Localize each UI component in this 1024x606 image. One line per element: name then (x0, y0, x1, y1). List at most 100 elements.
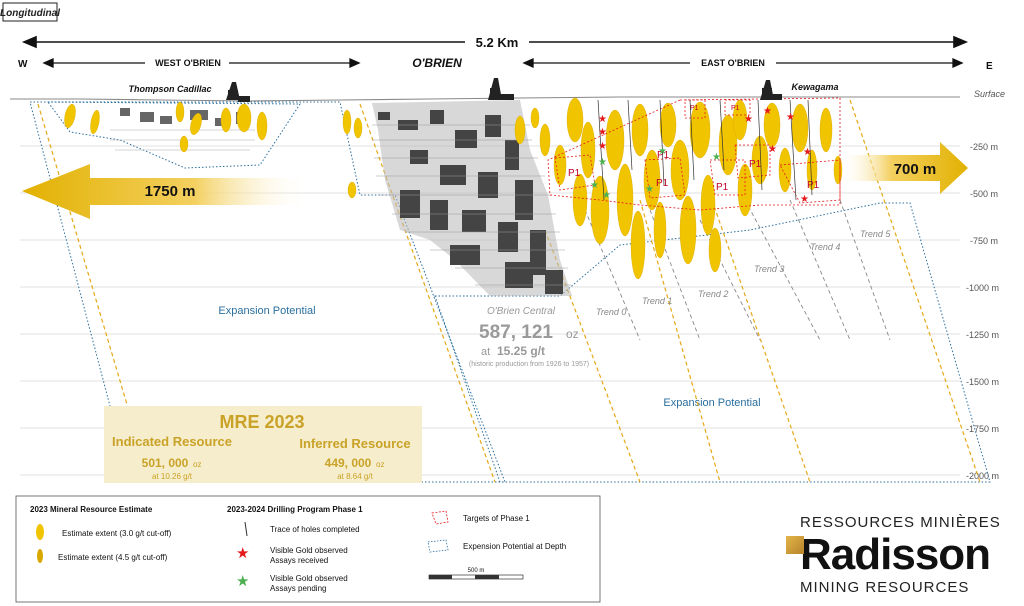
legend-scalebar-label: 500 m (468, 568, 485, 574)
mine-kewagama: Kewagama (791, 82, 838, 92)
trend-label: Trend 0 (596, 307, 626, 317)
depth-label: -2000 m (966, 471, 999, 481)
obrien-central-ounces: 587, 121 (479, 322, 553, 343)
svg-text:★: ★ (768, 144, 777, 155)
legend-red-star: ★ (236, 544, 249, 562)
surface-label: Surface (974, 89, 1005, 99)
target-label: P1 (568, 168, 581, 179)
visible-gold-received-stars: ★ ★ ★ ★ ★ ★ ★ ★ ★ (598, 106, 812, 205)
svg-text:★: ★ (598, 127, 607, 138)
legend-item-4g: Estimate extent (4.5 g/t cut-off) (58, 553, 168, 562)
target-label: P1 (731, 105, 740, 112)
legend-green-star: ★ (236, 572, 249, 590)
svg-text:★: ★ (658, 146, 667, 157)
depth-label: -750 m (970, 236, 998, 246)
brand-name: Radisson (800, 530, 991, 579)
depth-label: -1500 m (966, 377, 999, 387)
title-label: Longitudinal (0, 8, 60, 19)
svg-text:★: ★ (645, 184, 654, 195)
legend-vg-received-1: Visible Gold observed (270, 546, 348, 555)
depth-label: -500 m (970, 189, 998, 199)
visible-gold-pending-stars: ★★★ ★★★ (590, 146, 721, 201)
depth-label: -1000 m (966, 283, 999, 293)
gold-ore-bodies (64, 97, 843, 280)
expansion-potential-outlines (29, 101, 991, 483)
west-extension-label: 1750 m (145, 183, 196, 200)
section-west-obrien: WEST O'BRIEN (155, 58, 221, 68)
svg-text:★: ★ (602, 190, 611, 201)
mre-indicated-grade: at 10.26 g/t (152, 472, 193, 481)
depth-label: -250 m (970, 142, 998, 152)
section-east-obrien: EAST O'BRIEN (701, 58, 765, 68)
brand-top-line: RESSOURCES MINIÈRES (800, 514, 1001, 531)
legend-expansion: Expension Potential at Depth (463, 542, 566, 551)
legend-trace-swatch (244, 521, 248, 537)
legend-item-3g: Estimate extent (3.0 g/t cut-off) (62, 529, 172, 538)
trend-label: Trend 4 (810, 242, 840, 252)
trend-label: Trend 2 (698, 289, 728, 299)
expansion-label-west: Expansion Potential (218, 305, 315, 317)
surface-line (10, 96, 960, 102)
legend-trace: Trace of holes completed (270, 525, 360, 534)
obrien-central-ounces-unit: oz (566, 327, 579, 341)
east-direction: E (986, 61, 993, 72)
depth-label: -1250 m (966, 330, 999, 340)
legend-swatch-4g (37, 549, 43, 563)
mine-thompson-cadillac: Thompson Cadillac (128, 84, 211, 94)
legend-vg-pending-2: Assays pending (270, 584, 326, 593)
legend-swatch-3g (36, 524, 44, 540)
obrien-central-label: O'Brien Central (487, 306, 556, 317)
legend-col1-title: 2023 Mineral Resource Estimate (30, 505, 153, 514)
svg-text:★: ★ (598, 157, 607, 168)
svg-text:★: ★ (744, 114, 753, 125)
west-extension-arrow (22, 164, 310, 219)
obrien-historic-workings (372, 100, 572, 296)
target-label: P1 (690, 105, 699, 112)
mre-inferred-value: 449, 000 (325, 456, 372, 470)
phase1-target-outlines (547, 97, 841, 211)
section-obrien: O'BRIEN (412, 56, 462, 70)
headframe-icons (226, 78, 782, 102)
obrien-central-grade: 15.25 g/t (497, 344, 545, 358)
total-length-label: 5.2 Km (476, 35, 519, 50)
trend-label: Trend 1 (642, 296, 672, 306)
legend-targets: Targets of Phase 1 (463, 514, 530, 523)
mre-indicated-unit: oz (193, 460, 201, 469)
mre-inferred-unit: oz (376, 460, 384, 469)
expansion-label-east: Expansion Potential (663, 397, 760, 409)
svg-text:★: ★ (803, 147, 812, 158)
obrien-central-grade-prefix: at (481, 346, 490, 358)
legend-col2-title: 2023-2024 Drilling Program Phase 1 (227, 505, 363, 514)
depth-labels: -250 m -500 m -750 m -1000 m -1250 m -15… (966, 142, 999, 481)
legend-box (15, 495, 601, 603)
brand-bottom-line: MINING RESOURCES (800, 579, 970, 596)
obrien-central-note: (historic production from 1926 to 1957) (469, 361, 589, 368)
east-extension-label: 700 m (894, 161, 937, 178)
legend-vg-pending-1: Visible Gold observed (270, 574, 348, 583)
target-label: P1 (807, 180, 820, 191)
mre-title: MRE 2023 (219, 412, 304, 432)
target-label: P1 (656, 178, 669, 189)
east-extension-arrow (840, 142, 968, 194)
mre-indicated-value: 501, 000 (142, 456, 189, 470)
legend-vg-received-2: Assays received (270, 556, 328, 565)
radisson-logo: RESSOURCES MINIÈRES Radisson MINING RESO… (786, 514, 1010, 596)
mre-box (104, 406, 422, 483)
target-label: P1 (749, 159, 762, 170)
trend-label: Trend 5 (860, 229, 891, 239)
svg-text:★: ★ (590, 180, 599, 191)
svg-text:★: ★ (598, 114, 607, 125)
trend-label: Trend 3 (754, 264, 784, 274)
svg-text:★: ★ (800, 194, 809, 205)
depth-label: -1750 m (966, 424, 999, 434)
svg-text:★: ★ (786, 112, 795, 123)
mre-indicated-label: Indicated Resource (112, 434, 232, 449)
target-label: P1 (716, 182, 729, 193)
logo-mark (786, 536, 804, 554)
target-label: P1 (657, 150, 670, 161)
svg-text:★: ★ (712, 152, 721, 163)
title-box (2, 2, 58, 22)
drill-hole-traces (597, 99, 813, 201)
mre-inferred-grade: at 8.64 g/t (337, 472, 373, 481)
